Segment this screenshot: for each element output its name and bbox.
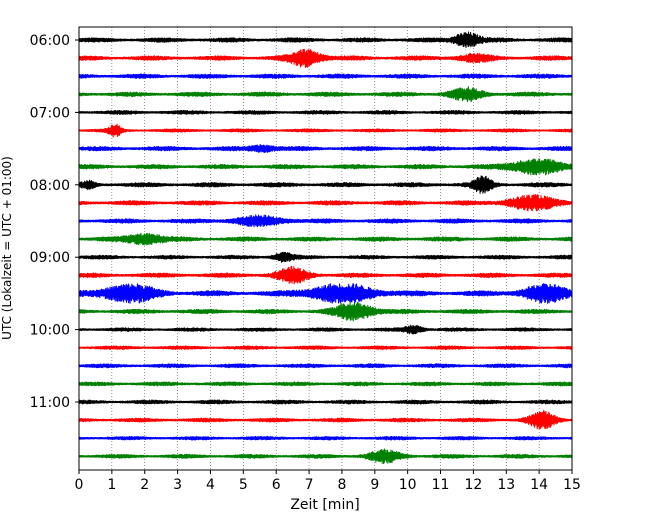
trace-1145 — [78, 448, 573, 465]
trace-0945 — [78, 301, 573, 322]
trace-0900 — [78, 251, 573, 263]
x-tick-label: 1 — [107, 477, 116, 493]
x-tick-label: 9 — [370, 477, 379, 493]
x-tick-label: 15 — [563, 477, 581, 493]
y-tick-label: 09:00 — [30, 250, 70, 266]
trace-1015 — [78, 345, 573, 351]
x-axis: 0 1 2 3 4 5 6 7 8 9 10 11 12 13 14 15 — [75, 470, 581, 493]
trace-0845 — [78, 232, 573, 246]
x-tick-label: 0 — [75, 477, 84, 493]
trace-0915 — [78, 265, 573, 285]
trace-0615 — [78, 48, 573, 68]
x-tick-label: 2 — [140, 477, 149, 493]
trace-1130 — [78, 435, 573, 441]
y-axis: 06:00 07:00 08:00 09:00 10:00 11:00 — [30, 33, 79, 411]
trace-1100 — [78, 399, 573, 405]
trace-0600 — [78, 31, 573, 49]
x-tick-label: 4 — [206, 477, 215, 493]
x-axis-label: Zeit [min] — [290, 497, 359, 513]
trace-0745 — [78, 158, 573, 176]
x-tick-label: 12 — [464, 477, 482, 493]
x-tick-label: 14 — [530, 477, 548, 493]
seismic-traces — [78, 31, 573, 465]
grid-lines — [111, 27, 540, 470]
trace-0800 — [78, 175, 573, 194]
trace-1000 — [78, 324, 573, 335]
plot-background — [79, 27, 572, 470]
trace-0630 — [78, 73, 573, 79]
x-tick-label: 11 — [432, 477, 450, 493]
plot-frame — [78, 26, 573, 471]
trace-1045 — [78, 381, 573, 387]
x-tick-label: 10 — [399, 477, 417, 493]
trace-0830 — [78, 214, 573, 228]
trace-0815 — [78, 194, 573, 212]
trace-1030 — [78, 363, 573, 369]
y-tick-label: 08:00 — [30, 178, 70, 194]
y-axis-label: UTC (Lokalzeit = UTC + 01:00) — [0, 156, 14, 340]
trace-0930 — [78, 283, 573, 304]
trace-0700 — [78, 109, 573, 115]
x-tick-label: 7 — [305, 477, 314, 493]
y-tick-label: 06:00 — [30, 33, 70, 49]
trace-1115 — [78, 409, 573, 430]
y-tick-label: 07:00 — [30, 105, 70, 121]
x-tick-label: 8 — [337, 477, 346, 493]
x-tick-label: 5 — [239, 477, 248, 493]
x-tick-label: 3 — [173, 477, 182, 493]
trace-0730 — [78, 144, 573, 154]
trace-0645 — [78, 86, 573, 103]
x-tick-label: 6 — [272, 477, 281, 493]
y-tick-label: 11:00 — [30, 395, 70, 411]
x-tick-label: 13 — [497, 477, 515, 493]
trace-0715 — [78, 123, 573, 138]
y-tick-label: 10:00 — [30, 323, 70, 339]
